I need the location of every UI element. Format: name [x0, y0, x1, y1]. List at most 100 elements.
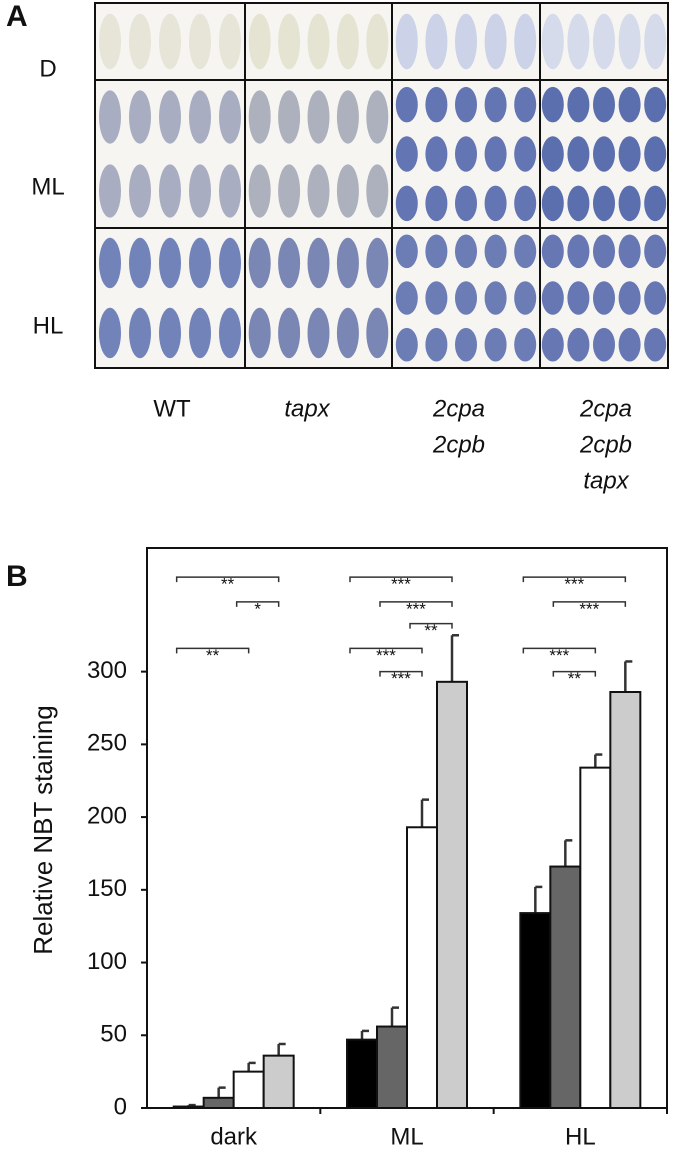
leaf — [593, 185, 615, 222]
column-label: 2cpa — [432, 395, 485, 422]
leaf — [366, 164, 389, 218]
leaf — [219, 90, 241, 144]
leaf — [514, 185, 537, 222]
bar — [406, 826, 438, 1109]
bar — [436, 680, 468, 1109]
leaf — [99, 237, 121, 289]
leaf — [484, 185, 507, 222]
column-label: tapx — [583, 467, 629, 494]
significance-label: *** — [579, 599, 599, 618]
leaf — [219, 164, 241, 218]
bar — [346, 1038, 378, 1109]
leaf — [219, 237, 241, 289]
leaf — [366, 90, 389, 144]
leaf — [248, 307, 271, 359]
leaf — [336, 13, 359, 70]
significance-bracket — [522, 647, 597, 654]
leaf — [514, 86, 537, 123]
bar — [376, 1025, 408, 1109]
significance-label: ** — [221, 575, 235, 594]
significance-bracket — [522, 576, 627, 583]
leaf — [567, 136, 590, 172]
leaf — [644, 86, 667, 123]
x-tick-label: dark — [210, 1123, 258, 1150]
leaf — [189, 307, 211, 359]
leaf — [567, 86, 590, 123]
leaf — [541, 281, 564, 315]
x-tick-label: ML — [390, 1123, 423, 1150]
leaf — [366, 13, 389, 70]
leaf — [395, 13, 418, 70]
leaf — [278, 237, 301, 289]
leaf — [129, 237, 151, 289]
leaf — [395, 281, 418, 315]
significance-bracket — [409, 622, 453, 629]
leaf — [129, 90, 151, 144]
leaf — [159, 164, 181, 218]
leaf — [129, 307, 151, 359]
significance-bracket — [175, 576, 280, 583]
leaf — [99, 13, 121, 70]
leaf — [455, 136, 477, 172]
significance-bracket — [175, 647, 250, 654]
leaf — [514, 13, 537, 70]
bar — [549, 865, 582, 1110]
leaf — [618, 136, 641, 172]
photo-grid — [94, 2, 669, 369]
significance-label: *** — [564, 575, 584, 594]
leaf — [336, 164, 359, 218]
leaf — [455, 234, 477, 269]
y-tick-label: 300 — [87, 657, 127, 684]
leaf — [618, 13, 641, 70]
y-tick-label: 150 — [87, 875, 127, 902]
leaf — [307, 307, 330, 359]
significance-bracket — [235, 601, 280, 607]
leaf — [567, 13, 590, 70]
column-label: WT — [153, 395, 191, 422]
bar — [519, 912, 552, 1109]
leaf — [219, 13, 241, 70]
leaf — [278, 307, 301, 359]
leaf — [129, 164, 151, 218]
leaf — [99, 90, 121, 144]
row-label: ML — [31, 173, 64, 200]
leaf — [618, 281, 641, 315]
leaf — [593, 234, 615, 269]
leaf — [395, 136, 418, 172]
y-tick-label: 200 — [87, 802, 127, 829]
leaf — [618, 234, 641, 269]
leaf — [189, 90, 211, 144]
column-label: 2cpa — [579, 395, 632, 422]
leaf — [99, 164, 121, 218]
leaf — [366, 307, 389, 359]
leaf — [278, 164, 301, 218]
leaf — [159, 307, 181, 359]
leaf — [514, 234, 537, 269]
leaf — [541, 234, 564, 269]
leaf — [336, 307, 359, 359]
significance-bracket — [379, 601, 453, 607]
leaf — [189, 13, 211, 70]
leaf — [644, 327, 667, 362]
leaf — [593, 136, 615, 172]
leaf — [159, 237, 181, 289]
leaf — [189, 164, 211, 218]
leaf — [425, 234, 448, 269]
bar — [579, 766, 612, 1109]
y-tick-label: 100 — [87, 948, 127, 975]
leaf — [484, 86, 507, 123]
leaf — [129, 13, 151, 70]
leaf — [455, 86, 477, 123]
leaf — [99, 307, 121, 359]
leaf — [644, 234, 667, 269]
leaf — [541, 86, 564, 123]
leaf — [278, 13, 301, 70]
leaf — [307, 90, 330, 144]
leaf — [484, 234, 507, 269]
column-label: 2cpb — [579, 431, 632, 458]
leaf — [567, 234, 590, 269]
leaf — [618, 185, 641, 222]
leaf — [644, 281, 667, 315]
leaf — [484, 327, 507, 362]
